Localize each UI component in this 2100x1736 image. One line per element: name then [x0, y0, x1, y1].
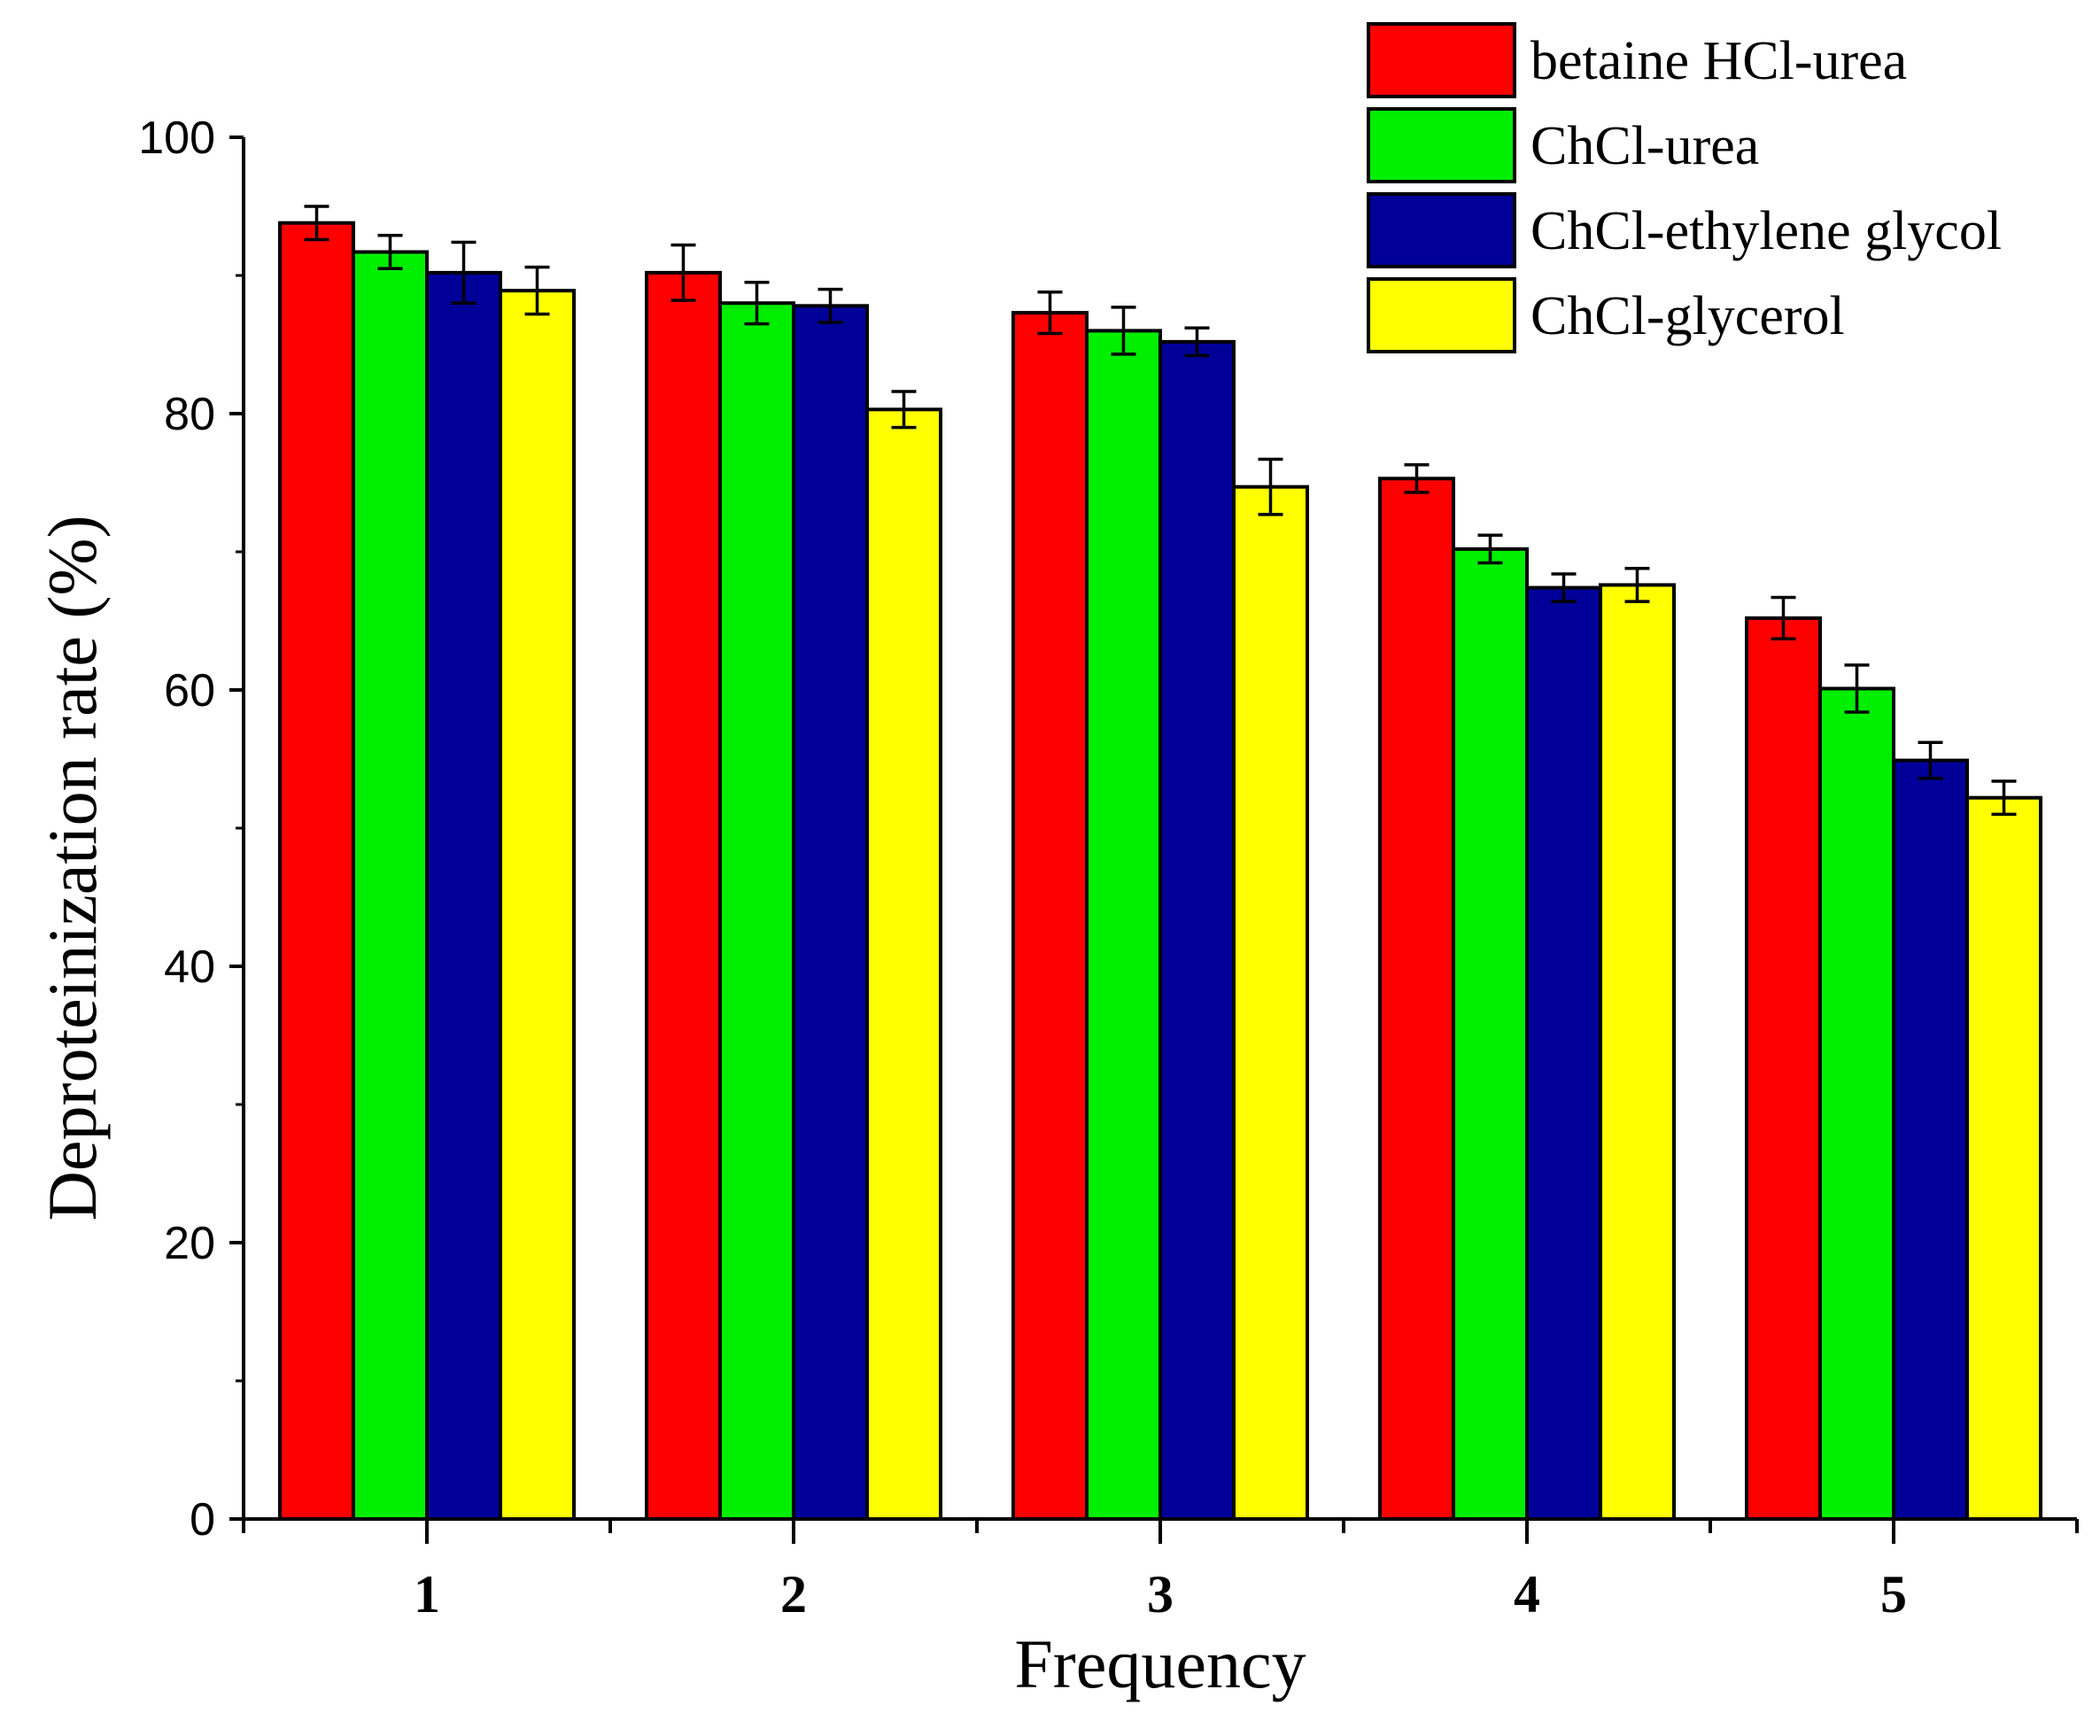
y-tick-label: 20	[164, 1218, 215, 1269]
bar-1-1	[278, 221, 355, 1522]
bars-layer	[278, 205, 2042, 1522]
error-bar-2-3	[1111, 306, 1136, 356]
bar-2-2	[718, 301, 795, 1522]
error-bar-2-1	[377, 234, 403, 270]
error-bar-3-5	[1918, 740, 1943, 780]
bar-2-4	[1452, 546, 1529, 1521]
error-bar-1-2	[670, 243, 696, 302]
bar-1-4	[1378, 477, 1455, 1522]
error-bar-3-2	[818, 287, 843, 324]
x-tick-label: 4	[1514, 1565, 1540, 1624]
bar-1-2	[645, 270, 722, 1521]
bar-3-3	[1158, 339, 1236, 1521]
bar-2-1	[352, 250, 429, 1522]
legend-label-4: ChCl-glycerol	[1530, 286, 1845, 346]
error-bar-4-4	[1624, 566, 1650, 603]
error-bar-3-4	[1551, 572, 1577, 603]
y-tick-label: 0	[190, 1494, 215, 1546]
x-tick-label: 3	[1147, 1565, 1174, 1624]
error-bar-4-3	[1258, 457, 1283, 516]
x-tick-label: 1	[414, 1565, 440, 1624]
bar-1-3	[1011, 311, 1089, 1521]
bar-2-5	[1818, 686, 1895, 1521]
error-bar-2-2	[744, 281, 770, 326]
y-axis-label: Deproteinization rate (%)	[34, 515, 111, 1221]
legend-swatch-1	[1367, 22, 1516, 98]
error-bar-3-1	[451, 240, 477, 305]
y-tick-label: 40	[164, 942, 215, 993]
y-tick-label: 80	[164, 389, 215, 440]
x-tick-label: 2	[780, 1565, 807, 1624]
legend-label-2: ChCl-urea	[1530, 116, 1759, 176]
bar-4-1	[499, 289, 576, 1521]
legend-swatch-4	[1367, 277, 1516, 353]
y-tick-label: 100	[138, 112, 215, 164]
error-bar-2-5	[1844, 663, 1870, 714]
axes-layer: 0 20 40 60 80 100 1 2 3 4 5	[138, 112, 2079, 1624]
legend: betaine HCl-urea ChCl-urea ChCl-ethylene g…	[1367, 22, 2002, 353]
legend-swatch-2	[1367, 107, 1516, 183]
legend-swatch-3	[1367, 192, 1516, 268]
x-axis-label: Frequency	[1014, 1625, 1306, 1702]
bar-3-2	[792, 304, 869, 1522]
x-tick-label: 5	[1880, 1565, 1907, 1624]
bar-4-4	[1599, 583, 1676, 1522]
bar-3-5	[1892, 758, 1969, 1521]
bar-4-5	[1965, 795, 2042, 1521]
bar-3-1	[425, 270, 502, 1521]
error-bar-1-5	[1771, 595, 1796, 641]
legend-label-1: betaine HCl-urea	[1530, 31, 1907, 91]
y-tick-label: 60	[164, 665, 215, 717]
error-bar-1-3	[1037, 290, 1063, 336]
bar-1-5	[1745, 616, 1822, 1521]
error-bar-4-1	[524, 265, 550, 316]
bar-2-3	[1085, 329, 1162, 1521]
error-bar-4-5	[1991, 779, 2017, 817]
bar-3-4	[1525, 585, 1602, 1521]
legend-label-3: ChCl-ethylene glycol	[1530, 201, 2002, 261]
error-bar-2-4	[1477, 533, 1503, 565]
error-bar-1-4	[1404, 462, 1430, 494]
bar-4-2	[865, 407, 942, 1522]
error-bar-3-3	[1184, 326, 1210, 358]
bar-4-3	[1232, 484, 1309, 1521]
error-bar-1-1	[304, 205, 329, 242]
error-bar-4-2	[891, 390, 917, 430]
